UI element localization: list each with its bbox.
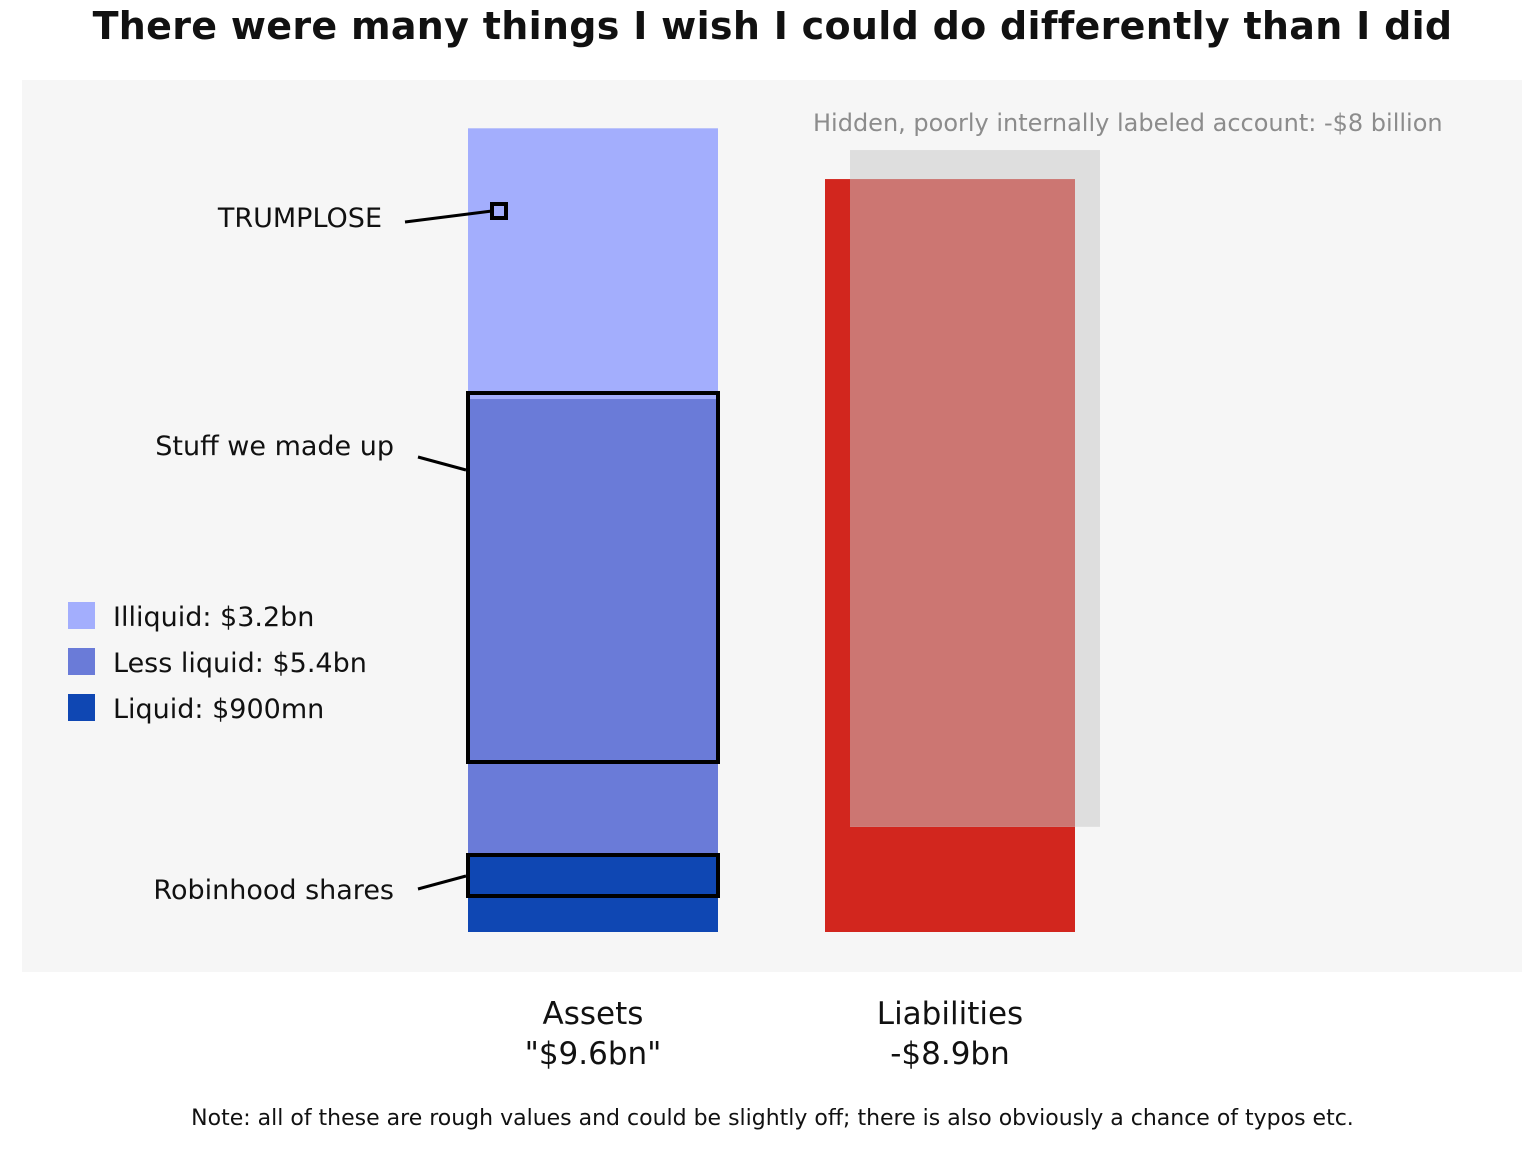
legend-label-liquid: Liquid: $900mn	[113, 694, 324, 725]
footnote: Note: all of these are rough values and …	[191, 1106, 1354, 1131]
x-label-liabilities-value: -$8.9bn	[890, 1036, 1010, 1072]
bar-segment-less-liquid	[468, 399, 718, 856]
legend-label-less-liquid: Less liquid: $5.4bn	[113, 648, 367, 679]
legend: Illiquid: $3.2bn Less liquid: $5.4bn Liq…	[68, 602, 367, 725]
chart-title: There were many things I wish I could do…	[92, 4, 1453, 48]
legend-swatch-liquid	[68, 694, 95, 721]
legend-swatch-illiquid	[68, 602, 95, 629]
annotation-line-stuff-we-made-up	[417, 455, 467, 472]
x-label-assets-name: Assets	[542, 996, 644, 1032]
highlight-stuff-we-made-up	[466, 391, 720, 764]
annotation-line-trumplose	[404, 209, 493, 224]
bar-segment-liquid	[468, 855, 718, 932]
x-label-liabilities-name: Liabilities	[876, 996, 1024, 1032]
annotation-stuff-we-made-up: Stuff we made up	[155, 431, 394, 462]
annotation-robinhood-shares: Robinhood shares	[153, 875, 394, 906]
legend-swatch-less-liquid	[68, 648, 95, 675]
highlight-robinhood-shares	[466, 853, 720, 898]
x-label-liabilities: Liabilities -$8.9bn	[770, 994, 1130, 1074]
annotation-line-robinhood-shares	[417, 874, 467, 891]
x-label-assets: Assets "$9.6bn"	[413, 994, 773, 1074]
legend-label-illiquid: Illiquid: $3.2bn	[113, 602, 314, 633]
bar-segment-illiquid	[468, 128, 718, 400]
hidden-account-overlap	[850, 179, 1075, 827]
plot-background	[22, 80, 1522, 972]
hidden-account-label: Hidden, poorly internally labeled accoun…	[813, 109, 1443, 137]
annotation-trumplose: TRUMPLOSE	[217, 203, 382, 234]
x-label-assets-value: "$9.6bn"	[524, 1036, 662, 1072]
